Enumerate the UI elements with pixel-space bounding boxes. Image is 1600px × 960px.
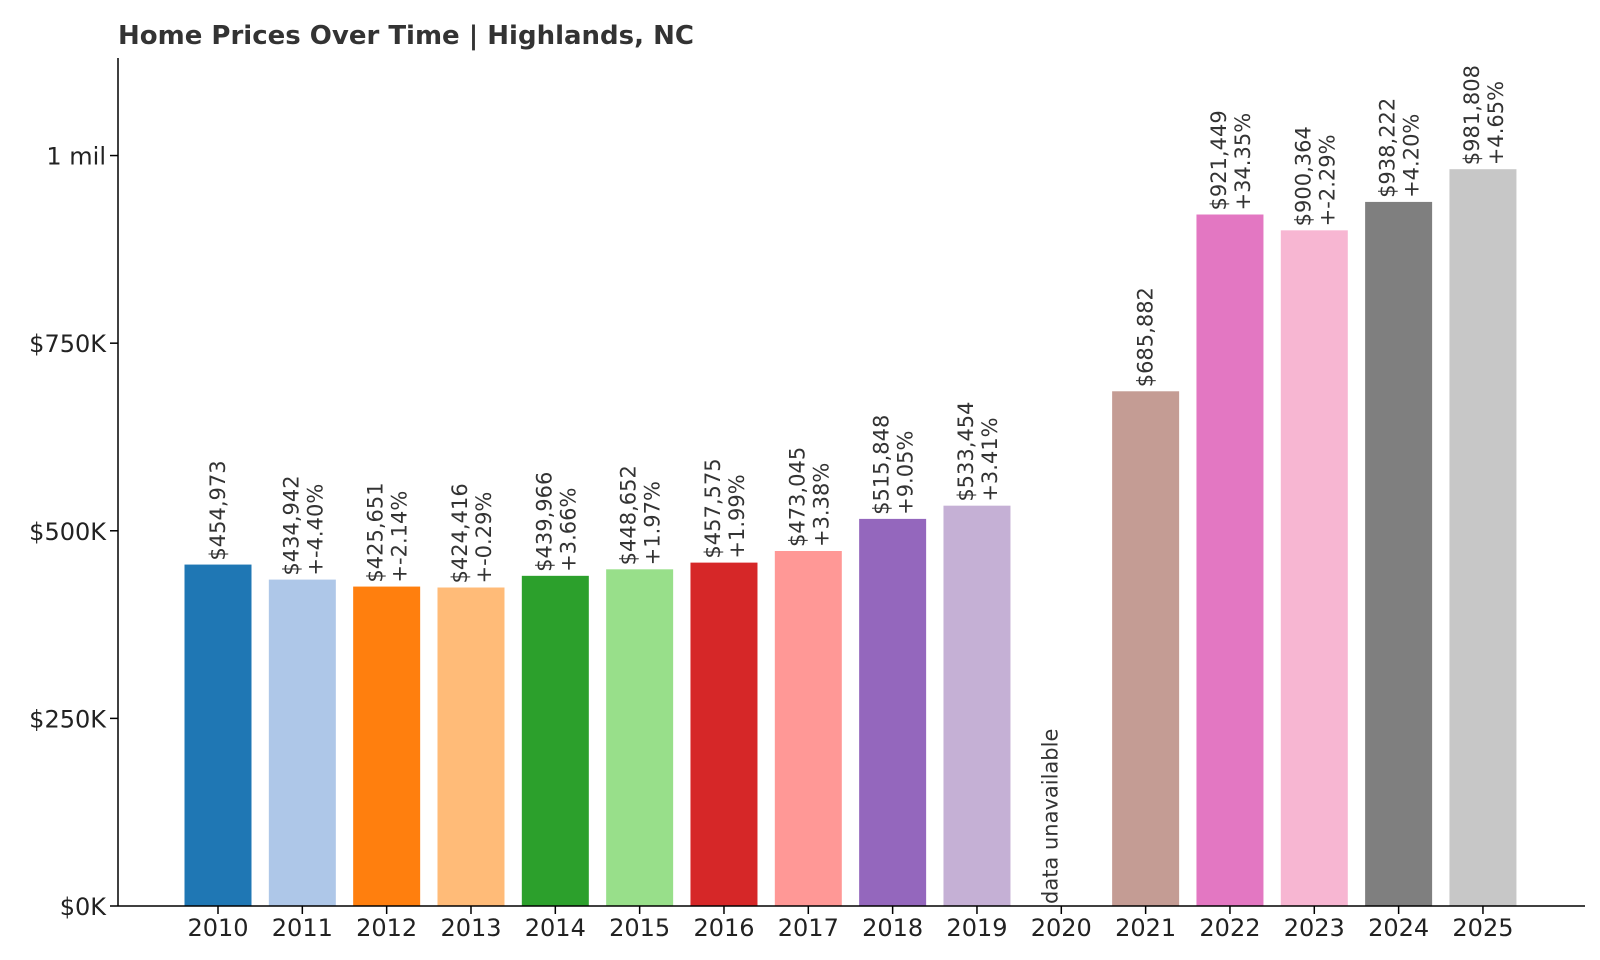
x-tick-label: 2013 <box>440 914 501 942</box>
bars <box>184 169 1517 907</box>
x-tick-label: 2012 <box>356 914 417 942</box>
value-label: $424,416 <box>448 483 472 583</box>
bar-2013 <box>437 587 505 906</box>
missing-data-label: data unavailable <box>1038 729 1062 904</box>
data-labels: $454,973 $434,942 +-4.40% $425,651 +-2.14% $4… <box>206 65 1508 904</box>
value-label: $457,575 <box>701 458 725 558</box>
x-tick-label: 2025 <box>1452 914 1513 942</box>
change-label: +-0.29% <box>472 492 496 584</box>
change-label: +3.41% <box>978 417 1002 501</box>
value-label: $425,651 <box>364 482 388 582</box>
change-label: +9.05% <box>894 431 918 515</box>
bar-2017 <box>774 551 842 906</box>
x-tick-label: 2010 <box>187 914 248 942</box>
x-tick-label: 2018 <box>862 914 923 942</box>
bar-2025 <box>1449 169 1517 906</box>
y-tick-label: $750K <box>29 330 107 358</box>
bar-2022 <box>1196 214 1264 907</box>
value-label: $473,045 <box>785 447 809 547</box>
value-label: $439,966 <box>532 472 556 572</box>
x-tick-label: 2015 <box>609 914 670 942</box>
change-label: +3.38% <box>809 463 833 547</box>
x-tick-label: 2021 <box>1115 914 1176 942</box>
bar-2016 <box>690 562 758 906</box>
y-tick-label: $250K <box>29 705 107 733</box>
value-label: $454,973 <box>206 460 230 560</box>
change-label: +4.65% <box>1484 81 1508 165</box>
value-label: $921,449 <box>1207 110 1231 210</box>
bar-2019 <box>943 505 1011 906</box>
value-label: $434,942 <box>279 475 303 575</box>
change-label: +3.66% <box>556 488 580 572</box>
value-label: $938,222 <box>1376 98 1400 198</box>
x-tick-label: 2016 <box>693 914 754 942</box>
y-tick-label: $0K <box>60 893 108 921</box>
x-tick-label: 2017 <box>778 914 839 942</box>
bar-2010 <box>184 564 252 906</box>
change-label: +4.20% <box>1400 114 1424 198</box>
x-tick-label: 2022 <box>1199 914 1260 942</box>
x-tick-label: 2019 <box>946 914 1007 942</box>
y-tick-label: $500K <box>29 518 107 546</box>
x-tick-label: 2024 <box>1368 914 1429 942</box>
bar-2015 <box>606 569 674 906</box>
value-label: $515,848 <box>870 415 894 515</box>
x-tick-label: 2011 <box>272 914 333 942</box>
value-label: $448,652 <box>617 465 641 565</box>
y-tick-label: 1 mil <box>46 143 106 171</box>
change-label: +-2.29% <box>1315 134 1339 226</box>
value-label: $533,454 <box>954 401 978 501</box>
x-tick-label: 2020 <box>1031 914 1092 942</box>
change-label: +1.97% <box>641 481 665 565</box>
chart-title: Home Prices Over Time | Highlands, NC <box>118 21 694 51</box>
value-label: $900,364 <box>1291 126 1315 226</box>
x-tick-label: 2023 <box>1284 914 1345 942</box>
bar-2024 <box>1365 201 1433 907</box>
change-label: +-4.40% <box>303 484 327 576</box>
x-axis-ticks: 2010 2011 2012 2013 2014 2015 2016 2017 2018 2019… <box>187 906 1513 942</box>
bar-2014 <box>521 575 589 906</box>
bar-2012 <box>353 586 421 906</box>
bar-2011 <box>268 579 336 906</box>
bar-2018 <box>859 518 927 906</box>
value-label: $981,808 <box>1460 65 1484 165</box>
change-label: +1.99% <box>725 474 749 558</box>
change-label: +34.35% <box>1231 113 1255 211</box>
value-label: $685,882 <box>1134 287 1158 387</box>
bar-2021 <box>1112 391 1180 906</box>
y-axis-ticks: $0K $250K $500K $750K 1 mil <box>29 143 118 921</box>
x-tick-label: 2014 <box>525 914 586 942</box>
bar-2023 <box>1280 230 1348 906</box>
change-label: +-2.14% <box>388 491 412 583</box>
